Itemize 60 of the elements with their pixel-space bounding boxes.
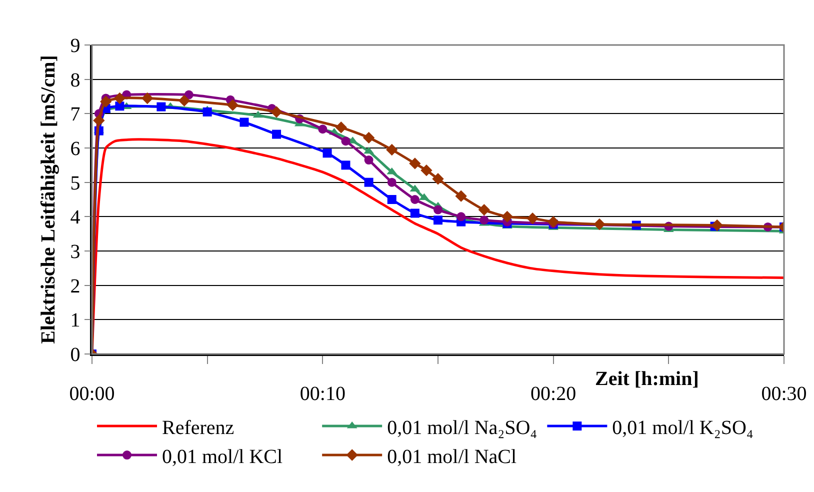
legend-label: 0,01 mol/l Na₂SO₄ [387,416,538,439]
x-tick-label: 00:20 [530,382,576,405]
point [526,212,538,224]
point [409,158,421,170]
x-axis-title: Zeit [h:min] [595,368,699,390]
point [202,107,212,116]
point [240,118,249,127]
point [364,178,374,187]
point [410,208,420,218]
x-tick-label: 00:30 [761,382,807,405]
legend-label: 0,01 mol/l NaCl [387,446,517,468]
point [711,219,723,232]
point [226,99,239,111]
y-tick-label: 7 [70,104,80,126]
x-tick-label: 00:10 [300,382,346,405]
point [387,195,396,204]
point [480,216,489,225]
point [547,216,560,228]
legend-label: 0,01 mol/l KCl [162,446,284,468]
point [322,148,332,158]
point [386,144,398,156]
point [478,204,490,216]
y-tick-label: 1 [70,310,80,332]
point [594,218,606,230]
point [156,102,166,112]
point [364,156,374,165]
legend-label: Referenz [162,416,234,439]
y-tick-label: 3 [70,241,80,263]
y-tick-label: 2 [70,275,80,298]
y-tick-label: 4 [70,206,80,229]
point [410,195,420,204]
point [432,173,444,185]
y-tick-label: 6 [70,138,80,160]
point [364,146,374,154]
point [455,190,467,202]
point [272,130,282,139]
point [142,92,154,104]
y-axis-title: Elektrische Leitfähigkeit [mS/cm] [37,55,60,344]
point [501,210,514,223]
point [115,102,124,111]
point [387,178,396,187]
point [270,106,282,118]
point [434,216,442,225]
point [341,136,350,146]
point [93,114,105,126]
y-tick-label: 0 [70,344,80,366]
point [434,205,442,214]
point [100,96,112,108]
legend-label: 0,01 mol/l K₂SO₄ [612,416,754,439]
point [341,160,350,170]
point [114,92,126,104]
y-tick-label: 8 [70,69,80,92]
point [178,94,190,106]
y-tick-label: 5 [70,172,80,194]
x-tick-label: 00:00 [69,382,115,405]
y-tick-label: 9 [70,35,80,57]
point [335,122,347,134]
point [318,124,328,134]
point [420,164,432,176]
point [362,132,375,144]
